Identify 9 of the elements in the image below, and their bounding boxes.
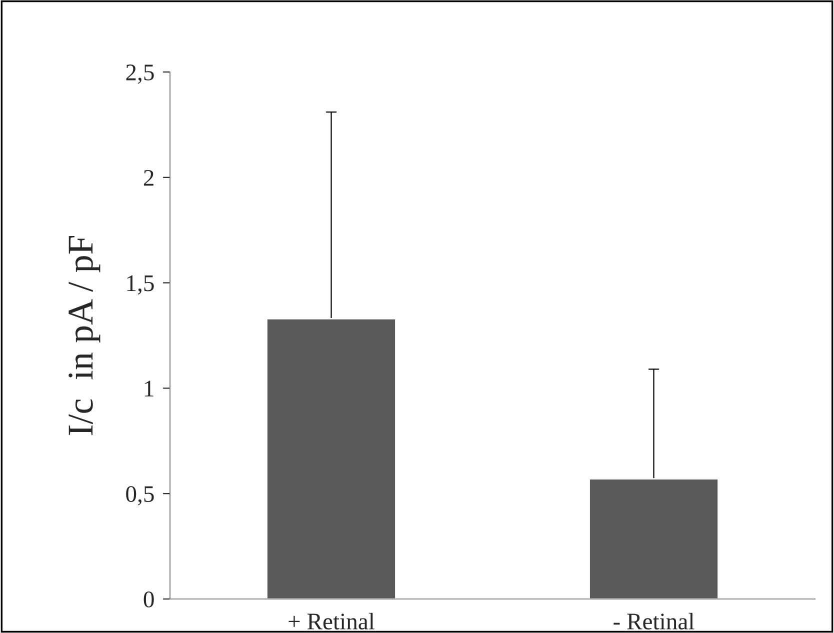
x-tick-label: - Retinal bbox=[614, 612, 694, 630]
y-tick-label: 0,5 bbox=[126, 486, 154, 506]
y-axis-title: I/c in pA / pF bbox=[68, 236, 100, 436]
y-tick-label: 1 bbox=[144, 380, 154, 396]
y-tick-label: 1,5 bbox=[127, 275, 154, 295]
y-tick-label: 2 bbox=[144, 170, 154, 186]
y-tick-label: 2,5 bbox=[126, 64, 154, 84]
y-tick-label: 0 bbox=[144, 591, 154, 608]
x-tick-label: + Retinal bbox=[288, 612, 374, 630]
